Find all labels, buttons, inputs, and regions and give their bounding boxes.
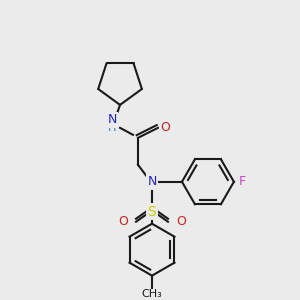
Text: N: N: [107, 113, 117, 126]
Text: O: O: [118, 215, 128, 228]
Text: CH₃: CH₃: [142, 289, 162, 298]
Text: S: S: [148, 205, 156, 219]
Text: O: O: [160, 121, 170, 134]
Text: H: H: [108, 123, 116, 133]
Text: N: N: [147, 175, 157, 188]
Text: O: O: [176, 215, 186, 228]
Text: F: F: [238, 175, 245, 188]
